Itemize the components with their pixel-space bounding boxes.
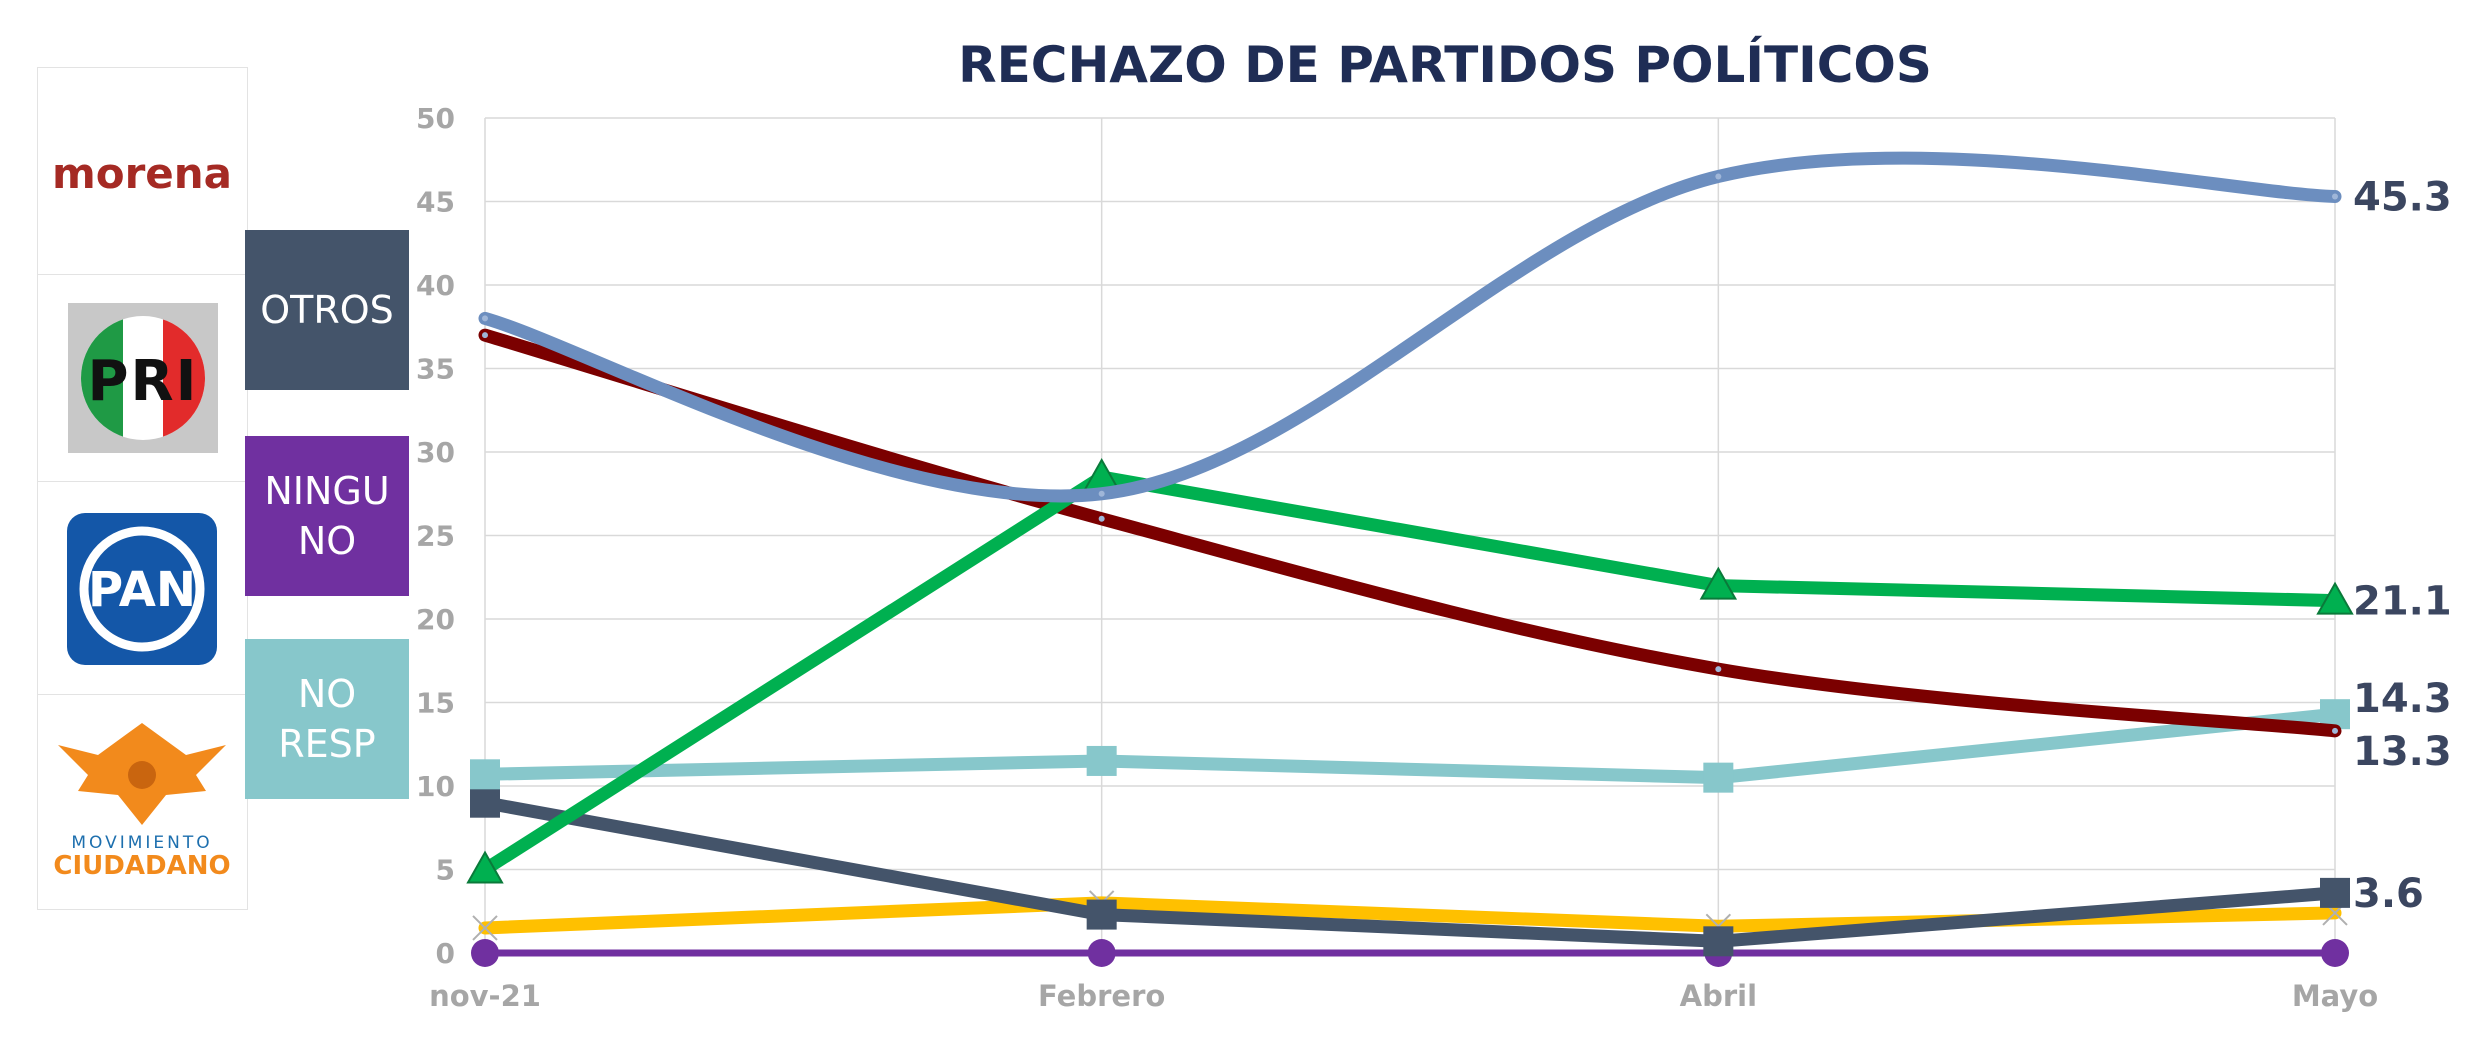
end-data-label: 3.6 — [2353, 871, 2424, 917]
y-tick-label: 5 — [436, 854, 455, 887]
chart-title: RECHAZO DE PARTIDOS POLÍTICOS — [958, 36, 1932, 94]
data-point-dot — [2332, 193, 2338, 200]
data-point-triangle — [466, 850, 504, 884]
series-line-1 — [478, 328, 2342, 738]
pri-logo-text: PRI — [88, 349, 199, 414]
y-tick-label: 45 — [416, 186, 455, 219]
x-tick-label: Mayo — [2292, 979, 2378, 1013]
series-line-3 — [478, 707, 2342, 785]
morena-logo: morena — [37, 67, 248, 276]
data-point-dot — [1098, 490, 1105, 497]
pan-logo: PAN — [37, 481, 248, 696]
data-point-circle — [471, 939, 499, 967]
data-point-square — [1086, 899, 1117, 930]
movimiento-ciudadano-logo: MOVIMIENTO CIUDADANO — [37, 694, 248, 910]
x-tick-label: nov-21 — [429, 979, 541, 1013]
y-tick-label: 35 — [416, 353, 455, 386]
data-point-square — [470, 787, 500, 818]
y-tick-label: 30 — [416, 436, 455, 469]
legend-otros: OTROS — [245, 230, 409, 390]
mc-logo-bottom-text: CIUDADANO — [53, 851, 230, 881]
end-data-label: 45.3 — [2353, 174, 2452, 220]
series-line-4 — [478, 796, 2342, 948]
data-point-circle — [2321, 939, 2349, 967]
data-point-square — [2320, 877, 2350, 908]
data-point-square — [470, 759, 500, 790]
legend-no-resp-label: NO RESP — [278, 672, 376, 766]
y-tick-label: 40 — [416, 269, 455, 302]
data-point-triangle — [1699, 566, 1738, 600]
data-point-square — [1086, 745, 1117, 776]
legend-ninguno: NINGU NO — [245, 436, 409, 596]
data-point-dot — [2332, 727, 2338, 734]
pri-logo: PRI — [37, 274, 248, 483]
legend-ninguno-label: NINGU NO — [264, 469, 390, 563]
y-tick-label: 25 — [416, 520, 455, 553]
data-point-dot — [1098, 515, 1105, 522]
data-point-dot — [482, 332, 488, 339]
y-tick-label: 50 — [416, 102, 455, 135]
series-line-0 — [478, 151, 2342, 503]
data-point-x — [472, 915, 498, 941]
data-point-dot — [1715, 173, 1722, 180]
data-point-circle — [1087, 939, 1116, 967]
y-tick-label: 20 — [416, 603, 455, 636]
x-tick-label: Febrero — [1038, 979, 1165, 1013]
y-tick-label: 10 — [416, 770, 455, 803]
data-point-dot — [1715, 666, 1722, 673]
legend-otros-label: OTROS — [260, 288, 394, 332]
end-data-label: 13.3 — [2353, 729, 2452, 775]
morena-logo-text: morena — [52, 149, 232, 198]
data-point-square — [1703, 762, 1734, 793]
mc-logo-top-text: MOVIMIENTO — [71, 833, 212, 853]
x-tick-label: Abril — [1680, 979, 1757, 1013]
legend-no-resp: NO RESP — [245, 639, 409, 799]
series-line-2 — [478, 470, 2342, 876]
y-tick-label: 15 — [416, 687, 455, 720]
data-point-square — [1703, 926, 1734, 957]
end-data-label: 21.1 — [2353, 579, 2452, 625]
data-point-triangle — [2316, 581, 2354, 615]
y-tick-label: 0 — [436, 937, 455, 970]
data-point-dot — [482, 315, 488, 322]
pan-logo-text: PAN — [88, 562, 196, 618]
end-data-label: 14.3 — [2353, 676, 2452, 722]
